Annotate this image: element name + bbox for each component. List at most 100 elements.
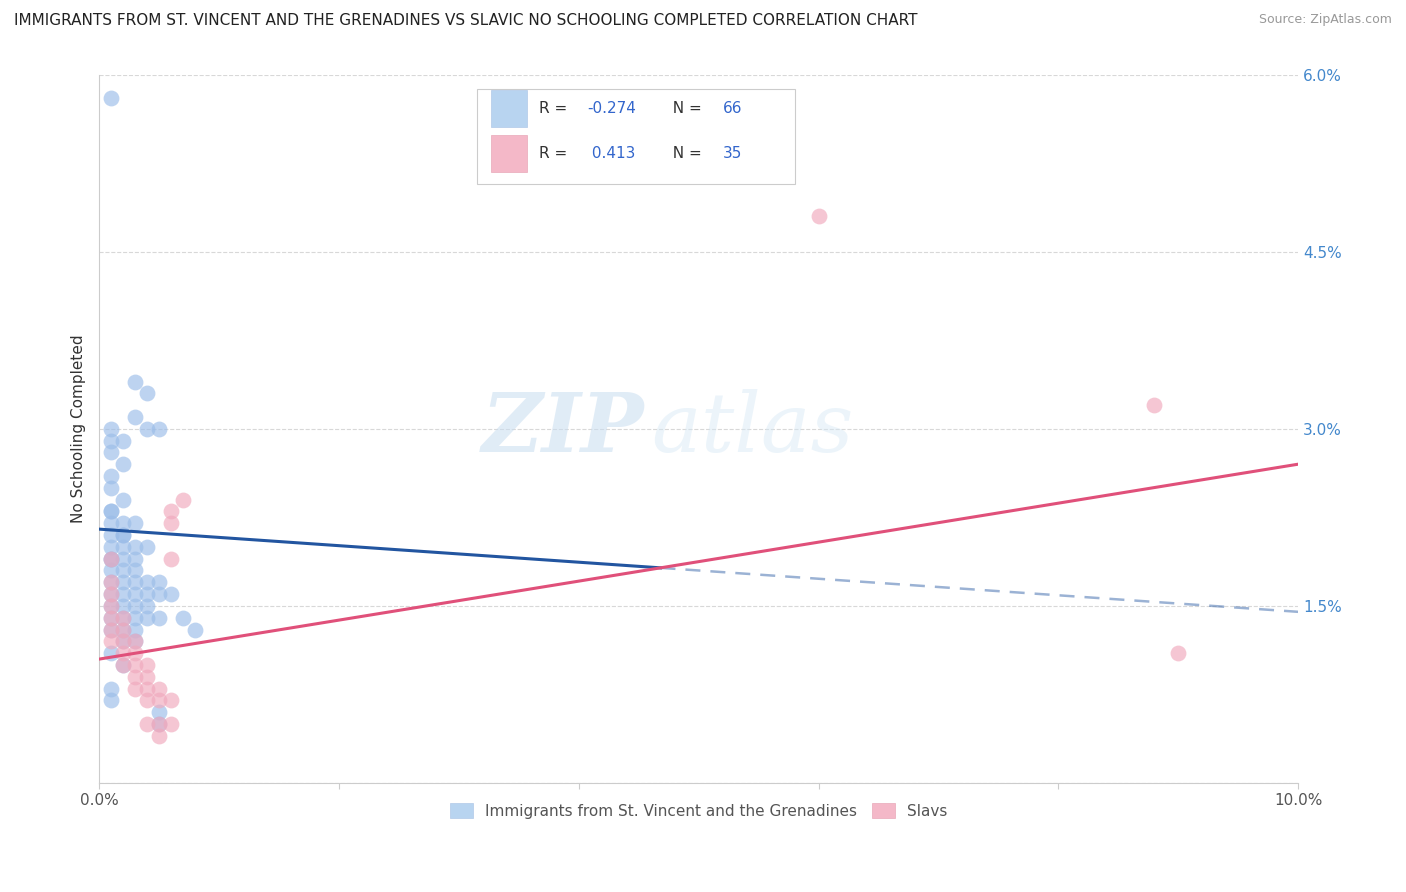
- Point: [136, 575, 159, 590]
- Point: [148, 717, 170, 731]
- Point: [124, 551, 146, 566]
- Point: [148, 681, 170, 696]
- FancyBboxPatch shape: [477, 88, 794, 185]
- Point: [148, 422, 170, 436]
- Point: [136, 540, 159, 554]
- Point: [124, 681, 146, 696]
- Text: 66: 66: [723, 101, 742, 116]
- Point: [124, 657, 146, 672]
- Point: [172, 492, 194, 507]
- Point: [100, 540, 122, 554]
- Point: [100, 575, 122, 590]
- Point: [160, 717, 183, 731]
- Point: [148, 611, 170, 625]
- Point: [148, 717, 170, 731]
- Text: N =: N =: [662, 146, 706, 161]
- Point: [124, 516, 146, 531]
- Point: [136, 422, 159, 436]
- Point: [136, 657, 159, 672]
- Point: [100, 504, 122, 518]
- Text: ZIP: ZIP: [482, 389, 645, 469]
- Point: [1143, 398, 1166, 412]
- Point: [112, 540, 135, 554]
- Point: [160, 551, 183, 566]
- Point: [136, 386, 159, 401]
- Point: [124, 375, 146, 389]
- Point: [124, 634, 146, 648]
- Point: [100, 469, 122, 483]
- Point: [124, 575, 146, 590]
- Point: [100, 445, 122, 459]
- Point: [112, 492, 135, 507]
- Point: [100, 504, 122, 518]
- Point: [100, 623, 122, 637]
- Point: [112, 528, 135, 542]
- Point: [100, 693, 122, 707]
- Point: [112, 599, 135, 613]
- Text: R =: R =: [540, 101, 572, 116]
- Point: [112, 623, 135, 637]
- Point: [112, 516, 135, 531]
- Text: 0.413: 0.413: [588, 146, 636, 161]
- Point: [124, 599, 146, 613]
- Text: -0.274: -0.274: [588, 101, 636, 116]
- Text: R =: R =: [540, 146, 572, 161]
- Point: [100, 564, 122, 578]
- Point: [148, 705, 170, 719]
- Point: [100, 575, 122, 590]
- Point: [100, 551, 122, 566]
- Point: [136, 670, 159, 684]
- Point: [124, 646, 146, 660]
- Point: [112, 611, 135, 625]
- Point: [100, 611, 122, 625]
- Point: [100, 587, 122, 601]
- Point: [100, 599, 122, 613]
- Point: [112, 564, 135, 578]
- Point: [100, 551, 122, 566]
- Point: [136, 587, 159, 601]
- Point: [807, 209, 830, 223]
- Point: [124, 670, 146, 684]
- Point: [112, 657, 135, 672]
- Point: [1167, 646, 1189, 660]
- Point: [100, 91, 122, 105]
- Point: [160, 693, 183, 707]
- Point: [124, 623, 146, 637]
- Point: [112, 623, 135, 637]
- Text: IMMIGRANTS FROM ST. VINCENT AND THE GRENADINES VS SLAVIC NO SCHOOLING COMPLETED : IMMIGRANTS FROM ST. VINCENT AND THE GREN…: [14, 13, 918, 29]
- Point: [148, 587, 170, 601]
- Point: [112, 434, 135, 448]
- Legend: Immigrants from St. Vincent and the Grenadines, Slavs: Immigrants from St. Vincent and the Gren…: [444, 797, 953, 825]
- Point: [112, 575, 135, 590]
- Point: [100, 611, 122, 625]
- Point: [136, 599, 159, 613]
- Text: Source: ZipAtlas.com: Source: ZipAtlas.com: [1258, 13, 1392, 27]
- Point: [124, 409, 146, 424]
- Point: [160, 504, 183, 518]
- Point: [100, 481, 122, 495]
- Point: [148, 729, 170, 743]
- Point: [112, 457, 135, 471]
- Point: [112, 528, 135, 542]
- Point: [112, 587, 135, 601]
- Point: [184, 623, 207, 637]
- Point: [100, 551, 122, 566]
- Point: [100, 516, 122, 531]
- Point: [172, 611, 194, 625]
- Point: [112, 611, 135, 625]
- FancyBboxPatch shape: [491, 90, 527, 127]
- Point: [100, 528, 122, 542]
- Point: [136, 717, 159, 731]
- Point: [124, 564, 146, 578]
- Point: [112, 646, 135, 660]
- Point: [112, 551, 135, 566]
- Point: [148, 575, 170, 590]
- Point: [100, 623, 122, 637]
- Point: [124, 587, 146, 601]
- Text: atlas: atlas: [651, 389, 853, 469]
- Point: [160, 516, 183, 531]
- Point: [100, 681, 122, 696]
- Text: N =: N =: [662, 101, 706, 116]
- Point: [100, 422, 122, 436]
- Point: [124, 611, 146, 625]
